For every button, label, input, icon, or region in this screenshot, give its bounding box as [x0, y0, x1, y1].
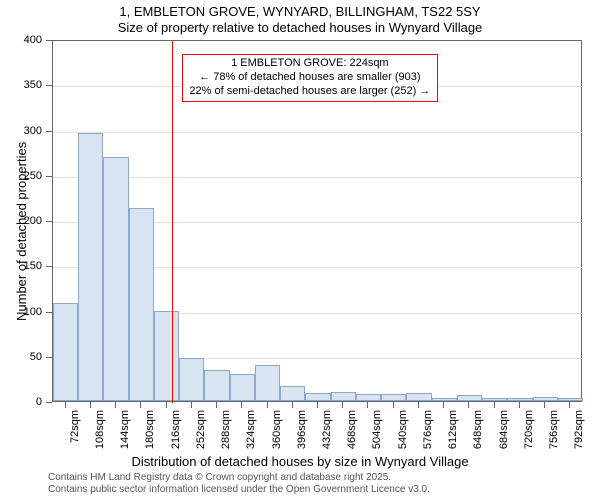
xtick-label: 576sqm: [422, 410, 434, 449]
xtick-label: 720sqm: [523, 410, 535, 449]
xtick-mark: [115, 402, 116, 408]
attribution-line-1: Contains HM Land Registry data © Crown c…: [48, 472, 430, 484]
ytick-mark: [46, 221, 52, 222]
xtick-label: 252sqm: [195, 410, 207, 449]
xtick-label: 108sqm: [94, 410, 106, 449]
chart-title: 1, EMBLETON GROVE, WYNYARD, BILLINGHAM, …: [0, 4, 600, 35]
xtick-mark: [393, 402, 394, 408]
annotation-line-3: 22% of semi-detached houses are larger (…: [189, 85, 431, 99]
x-axis-label: Distribution of detached houses by size …: [0, 454, 600, 469]
ytick-label: 200: [2, 215, 42, 227]
ytick-mark: [46, 131, 52, 132]
xtick-label: 324sqm: [245, 410, 257, 449]
xtick-label: 756sqm: [548, 410, 560, 449]
xtick-mark: [140, 402, 141, 408]
histogram-bar: [255, 365, 280, 401]
xtick-mark: [569, 402, 570, 408]
xtick-mark: [317, 402, 318, 408]
xtick-label: 180sqm: [144, 410, 156, 449]
ytick-mark: [46, 357, 52, 358]
histogram-bar: [154, 311, 179, 402]
ytick-mark: [46, 85, 52, 86]
attribution-line-2: Contains public sector information licen…: [48, 484, 430, 496]
xtick-label: 216sqm: [170, 410, 182, 449]
histogram-bar: [457, 395, 482, 401]
ytick-label: 100: [2, 306, 42, 318]
histogram-bar: [305, 393, 330, 401]
histogram-bar: [482, 398, 507, 401]
ytick-label: 350: [2, 79, 42, 91]
histogram-bar: [356, 394, 381, 401]
histogram-bar: [558, 398, 583, 401]
histogram-bar: [53, 303, 78, 401]
annotation-line-1: 1 EMBLETON GROVE: 224sqm: [189, 57, 431, 71]
ytick-mark: [46, 40, 52, 41]
chart-container: 1, EMBLETON GROVE, WYNYARD, BILLINGHAM, …: [0, 0, 600, 500]
histogram-bar: [78, 133, 103, 401]
ytick-mark: [46, 266, 52, 267]
histogram-bar: [533, 397, 558, 401]
xtick-mark: [367, 402, 368, 408]
annotation-line-2: ← 78% of detached houses are smaller (90…: [189, 71, 431, 85]
gridline: [53, 132, 583, 133]
xtick-mark: [65, 402, 66, 408]
histogram-bar: [331, 392, 356, 401]
xtick-label: 72sqm: [69, 410, 81, 443]
histogram-bar: [507, 398, 532, 401]
xtick-label: 288sqm: [220, 410, 232, 449]
xtick-label: 540sqm: [397, 410, 409, 449]
histogram-bar: [280, 386, 305, 401]
ytick-label: 150: [2, 260, 42, 272]
histogram-bar: [204, 370, 229, 401]
ytick-label: 50: [2, 351, 42, 363]
gridline: [53, 177, 583, 178]
xtick-label: 432sqm: [321, 410, 333, 449]
xtick-label: 144sqm: [119, 410, 131, 449]
ytick-mark: [46, 312, 52, 313]
xtick-mark: [342, 402, 343, 408]
xtick-mark: [292, 402, 293, 408]
xtick-mark: [267, 402, 268, 408]
histogram-bar: [179, 358, 204, 401]
histogram-bar: [381, 394, 406, 401]
title-line1: 1, EMBLETON GROVE, WYNYARD, BILLINGHAM, …: [0, 4, 600, 20]
xtick-mark: [494, 402, 495, 408]
xtick-mark: [241, 402, 242, 408]
xtick-mark: [216, 402, 217, 408]
ytick-label: 400: [2, 34, 42, 46]
y-axis-label: Number of detached properties: [14, 142, 29, 321]
xtick-label: 648sqm: [472, 410, 484, 449]
marker-line: [172, 41, 173, 403]
xtick-mark: [191, 402, 192, 408]
ytick-mark: [46, 402, 52, 403]
histogram-bar: [432, 398, 457, 401]
xtick-mark: [443, 402, 444, 408]
xtick-mark: [544, 402, 545, 408]
xtick-label: 468sqm: [346, 410, 358, 449]
ytick-label: 0: [2, 396, 42, 408]
xtick-label: 396sqm: [296, 410, 308, 449]
histogram-bar: [103, 157, 128, 401]
xtick-label: 504sqm: [371, 410, 383, 449]
xtick-mark: [519, 402, 520, 408]
xtick-label: 792sqm: [573, 410, 585, 449]
annotation-box: 1 EMBLETON GROVE: 224sqm ← 78% of detach…: [182, 54, 438, 101]
xtick-mark: [90, 402, 91, 408]
ytick-mark: [46, 176, 52, 177]
xtick-mark: [468, 402, 469, 408]
histogram-bar: [129, 208, 154, 401]
xtick-label: 612sqm: [447, 410, 459, 449]
histogram-bar: [230, 374, 255, 401]
ytick-label: 250: [2, 170, 42, 182]
title-line2: Size of property relative to detached ho…: [0, 20, 600, 36]
xtick-mark: [166, 402, 167, 408]
xtick-mark: [418, 402, 419, 408]
xtick-label: 684sqm: [498, 410, 510, 449]
attribution: Contains HM Land Registry data © Crown c…: [48, 472, 430, 496]
histogram-bar: [406, 393, 431, 401]
xtick-label: 360sqm: [271, 410, 283, 449]
ytick-label: 300: [2, 125, 42, 137]
